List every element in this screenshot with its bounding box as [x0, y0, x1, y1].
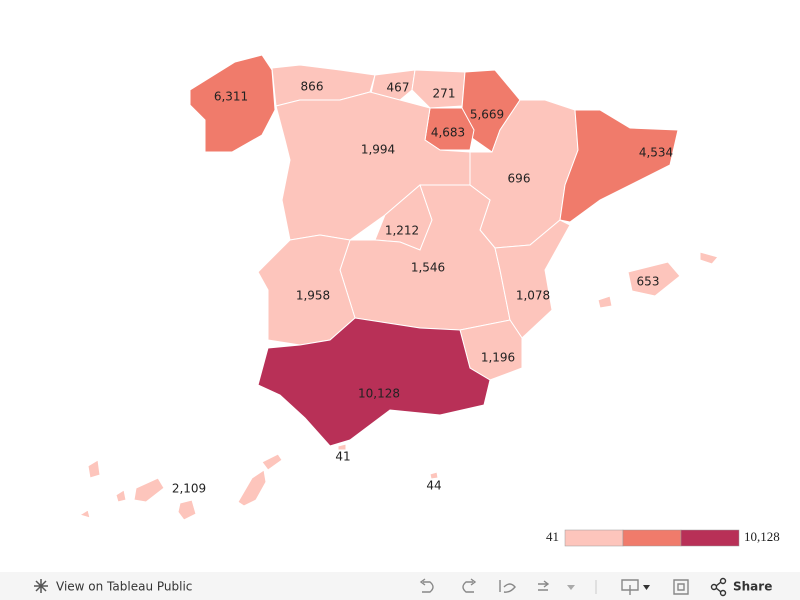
region	[559, 109, 679, 223]
region-label: 41	[335, 450, 350, 464]
region-label: 4,683	[431, 126, 465, 140]
region	[337, 443, 347, 451]
region-label: 1,212	[385, 224, 419, 238]
toolbar-bg	[0, 572, 800, 600]
toolbar-icons	[419, 577, 727, 597]
data-labels: 6,311 866 467 271 5,669 4,683 1,994 696 4,534 1,2…	[172, 80, 673, 496]
region-label: 866	[301, 80, 324, 94]
region-label: 1,994	[361, 143, 395, 157]
view-link[interactable]: View on Tableau Public	[56, 580, 192, 594]
legend-step	[622, 529, 682, 547]
region-label: 2,109	[172, 482, 206, 496]
toolbar: View on Tableau Public Share	[0, 572, 800, 600]
region	[411, 69, 466, 109]
region	[597, 251, 719, 309]
region-label: 271	[433, 87, 456, 101]
region	[494, 219, 571, 339]
region-label: 6,311	[214, 90, 248, 104]
legend-max: 10,128	[744, 529, 780, 544]
region	[78, 453, 283, 521]
tableau-logo	[34, 579, 48, 593]
region	[429, 471, 439, 480]
legend: 41 10,128	[546, 529, 780, 547]
region-label: 467	[387, 81, 410, 95]
region-label: 1,196	[481, 351, 515, 365]
region-label: 44	[426, 479, 441, 493]
region-label: 1,078	[516, 289, 550, 303]
region-label: 4,534	[639, 146, 673, 160]
region-label: 1,958	[296, 289, 330, 303]
legend-step	[564, 529, 624, 547]
region-label: 5,669	[470, 108, 504, 122]
regions	[78, 54, 719, 521]
region	[257, 317, 491, 447]
region-label: 696	[508, 172, 531, 186]
region-label: 653	[637, 275, 660, 289]
region-label: 1,546	[411, 261, 445, 275]
region	[189, 54, 276, 153]
region-label: 10,128	[358, 387, 400, 401]
legend-min: 41	[546, 529, 559, 544]
share-button[interactable]: Share	[733, 580, 772, 594]
legend-step	[680, 529, 740, 547]
